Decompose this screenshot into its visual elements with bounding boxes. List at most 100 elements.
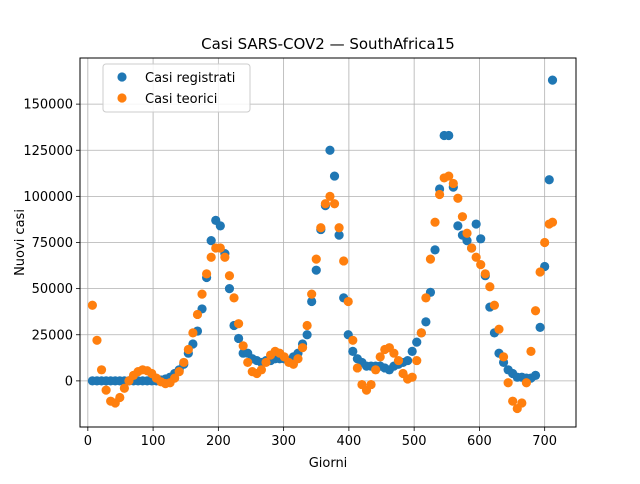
data-point [343,296,353,307]
data-point [215,221,225,231]
data-point [498,352,509,362]
x-tick-label: 100 [141,434,166,449]
data-point [233,319,244,329]
y-axis-title: Nuovi casi [13,209,28,276]
data-point [430,245,440,255]
data-point [435,189,445,200]
data-point [311,265,321,275]
y-tick-label: 50000 [32,282,73,297]
data-point [471,252,481,262]
data-point [371,365,381,375]
legend-box [102,63,251,113]
x-tick-label: 600 [467,434,492,449]
legend-label: Casi registrati [145,71,235,86]
series-2 [87,171,558,414]
data-point [535,267,545,277]
data-point [421,293,431,303]
data-point [476,260,486,270]
data-point [393,355,404,366]
data-point [348,346,358,356]
data-point [206,252,216,262]
data-point [334,230,344,240]
data-point [224,284,235,294]
data-point [101,385,111,395]
data-point [256,365,267,375]
data-point [119,383,129,393]
data-point [179,357,189,368]
data-point [188,328,198,338]
legend-label: Casi teorici [145,92,217,107]
data-point [348,335,358,345]
data-point [329,171,340,181]
x-tick-label: 200 [206,434,231,449]
data-point [547,217,558,227]
data-point [476,234,486,244]
data-point [170,373,180,383]
data-point [462,236,472,246]
y-tick-label: 0 [65,374,73,389]
data-point [215,243,225,253]
data-point [430,217,440,227]
data-point [206,236,216,246]
legend-marker [117,72,127,82]
data-point [302,320,312,331]
data-point [174,367,184,377]
data-point [115,392,125,403]
data-point [453,193,463,203]
data-point [448,178,458,189]
data-point [517,398,527,408]
y-tick-label: 125000 [23,144,73,159]
y-tick-label: 25000 [32,328,73,343]
data-point [526,346,536,356]
data-point [202,269,212,279]
y-tick-label: 100000 [23,190,73,205]
data-point [302,330,312,340]
data-point [453,221,463,231]
data-point [261,357,271,368]
data-point [407,372,417,382]
data-point [293,354,303,364]
data-point [444,130,454,141]
data-point [311,254,321,264]
data-point [325,145,335,155]
data-point [229,293,239,303]
data-point [494,324,504,334]
data-point [508,396,518,406]
data-point [334,223,344,233]
data-point [535,322,545,332]
data-point [544,175,554,185]
data-point [480,269,490,279]
legend-marker [117,93,127,103]
data-point [197,289,207,299]
data-point [489,300,500,310]
data-point [485,282,495,292]
data-point [96,365,107,375]
data-point [416,328,426,338]
data-point [329,199,340,209]
data-point [403,355,413,366]
data-point [183,344,193,355]
data-point [224,271,235,281]
data-point [92,335,102,345]
data-point [220,252,230,262]
data-point [320,199,330,209]
data-point [233,333,244,344]
x-tick-label: 700 [532,434,557,449]
data-point [238,341,248,351]
data-point [503,378,513,388]
data-point [297,343,308,353]
data-point [530,306,541,316]
x-tick-label: 400 [336,434,361,449]
data-point [540,237,550,248]
data-point [466,243,477,253]
data-point [375,352,385,362]
data-point [192,309,203,320]
data-points [87,75,558,414]
data-point [421,317,431,327]
x-tick-label: 300 [271,434,296,449]
data-point [462,228,472,238]
data-point [325,191,335,201]
x-tick-label: 0 [84,434,92,449]
